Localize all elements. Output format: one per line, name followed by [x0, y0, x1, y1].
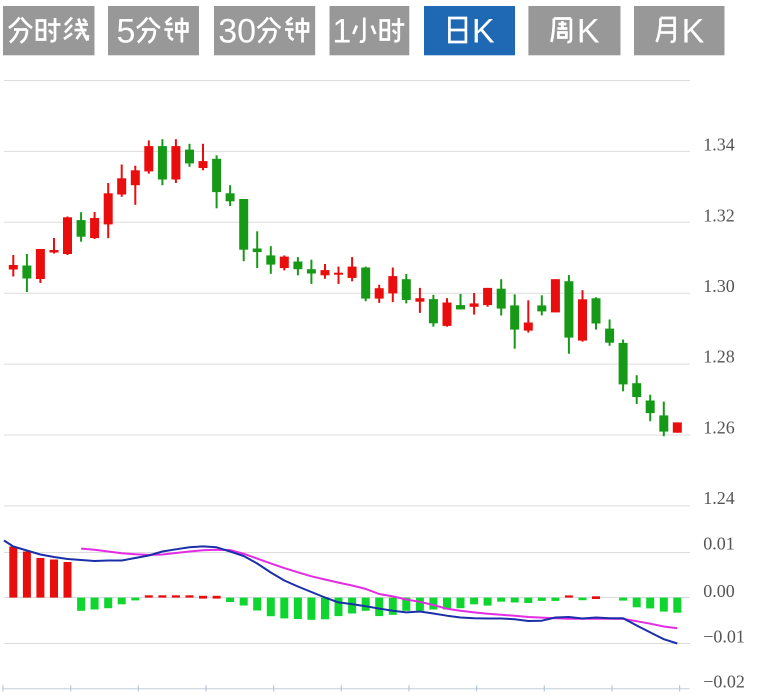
svg-text:−0.01: −0.01 — [703, 626, 745, 646]
svg-text:1.32: 1.32 — [703, 206, 735, 226]
svg-text:0.00: 0.00 — [703, 581, 735, 601]
svg-text:1.28: 1.28 — [703, 347, 735, 367]
svg-text:1: 1 — [332, 12, 351, 50]
svg-text:1.30: 1.30 — [703, 276, 735, 296]
svg-text:K: K — [577, 12, 600, 50]
svg-text:1.24: 1.24 — [703, 488, 735, 508]
svg-text:−0.02: −0.02 — [703, 672, 745, 692]
svg-text:K: K — [682, 12, 705, 50]
svg-text:0.01: 0.01 — [703, 534, 735, 554]
svg-text:5: 5 — [117, 12, 136, 50]
svg-text:1.26: 1.26 — [703, 418, 735, 438]
svg-text:K: K — [472, 12, 495, 50]
svg-text:3: 3 — [218, 12, 237, 50]
svg-text:1.34: 1.34 — [703, 135, 735, 155]
svg-text:0: 0 — [237, 12, 256, 50]
